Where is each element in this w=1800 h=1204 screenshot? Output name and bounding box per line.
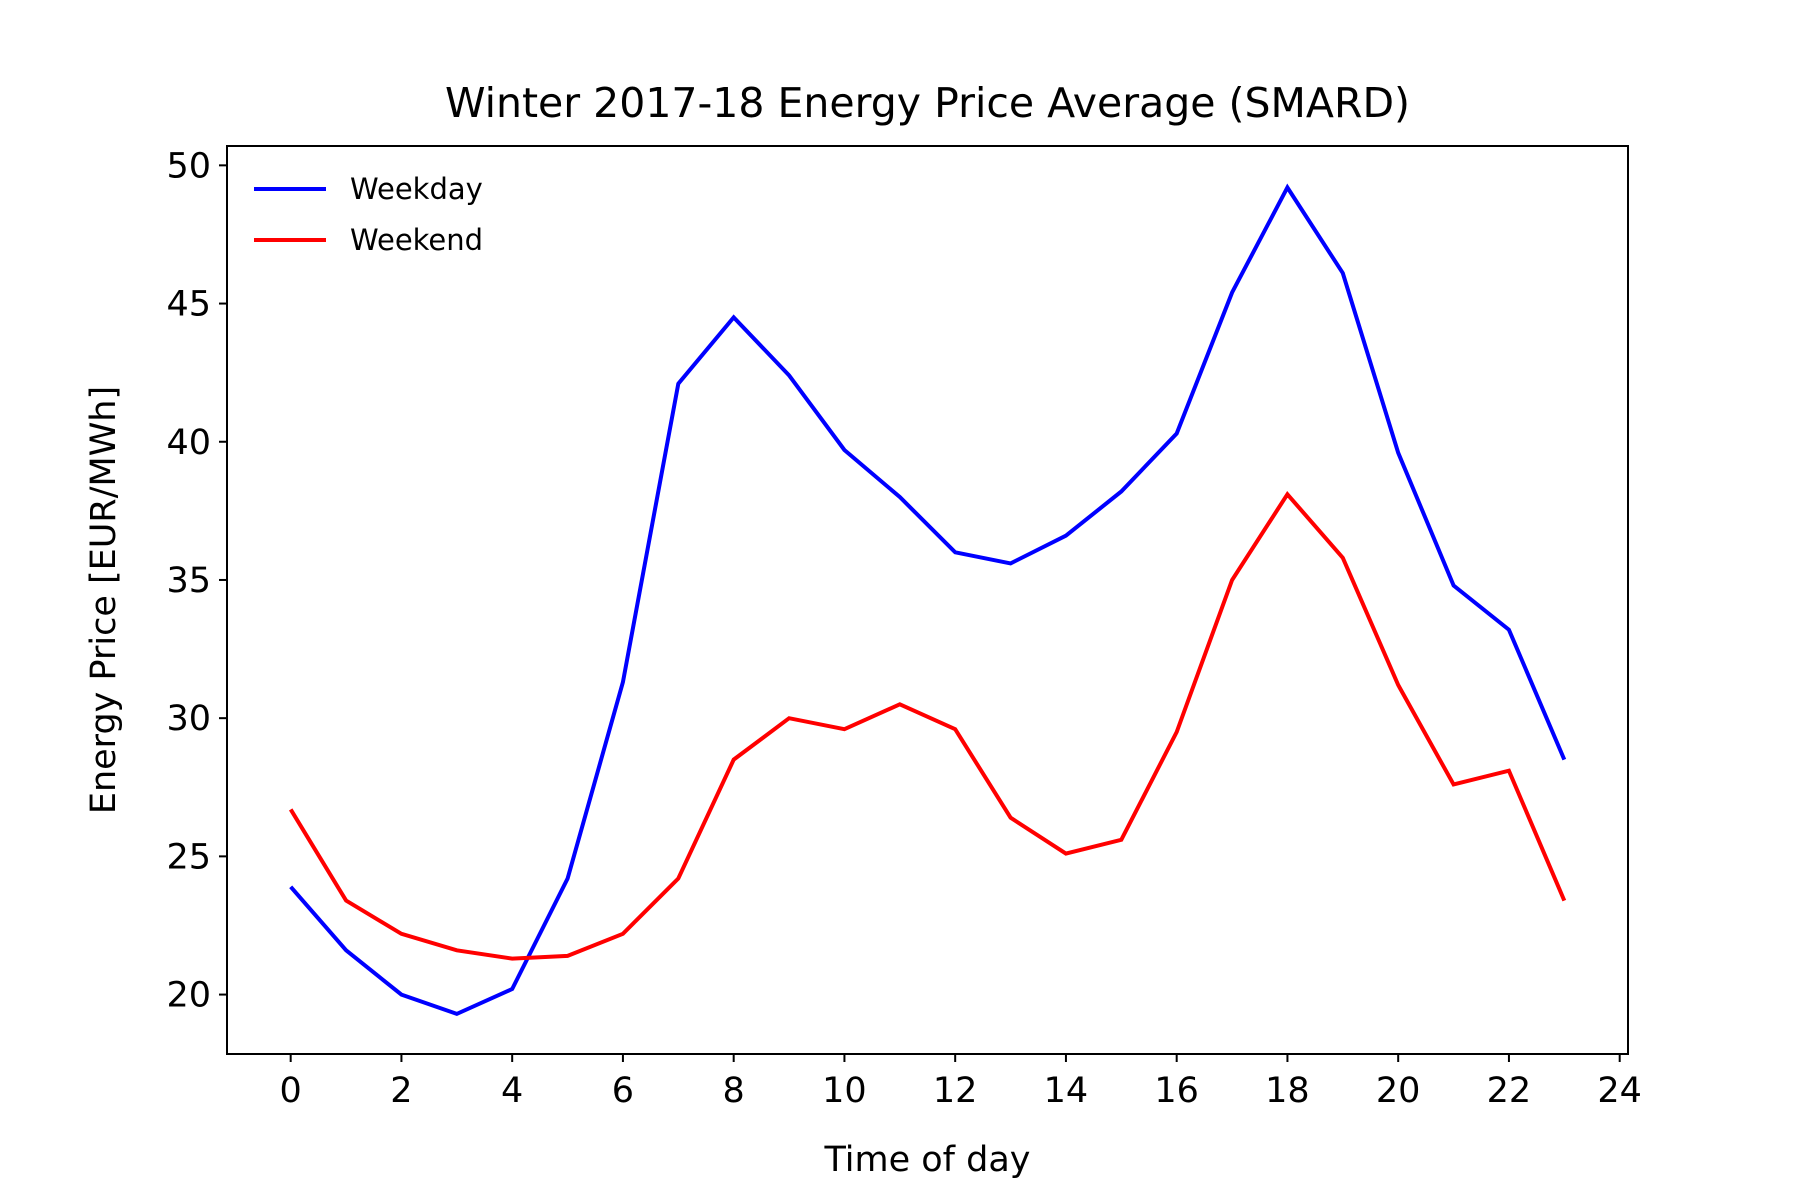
- x-tick-label: 6: [612, 1071, 634, 1111]
- y-axis-label: Energy Price [EUR/MWh]: [84, 386, 124, 814]
- plot-lines: [288, 183, 1567, 1017]
- x-tick-label: 0: [280, 1071, 302, 1111]
- x-tick-label: 16: [1154, 1071, 1199, 1111]
- legend: Weekday Weekend: [254, 172, 483, 257]
- x-tick-label: 10: [822, 1071, 867, 1111]
- y-tick-label: 20: [166, 976, 211, 1016]
- y-tick-label: 30: [166, 699, 211, 739]
- x-axis-ticks: 0 2 4 6 8 10 12 14 16 18 20 22 24: [280, 1054, 1642, 1111]
- x-tick-label: 22: [1487, 1071, 1532, 1111]
- chart-title: Winter 2017-18 Energy Price Average (SMA…: [445, 79, 1410, 127]
- series-line-weekend: [288, 490, 1567, 961]
- x-tick-label: 12: [933, 1071, 978, 1111]
- legend-label-weekday: Weekday: [350, 172, 483, 206]
- y-tick-label: 40: [166, 423, 211, 463]
- x-axis-label: Time of day: [823, 1140, 1030, 1180]
- x-tick-label: 4: [501, 1071, 523, 1111]
- y-tick-label: 25: [166, 837, 211, 877]
- series-line-weekday: [289, 183, 1567, 1017]
- x-tick-label: 18: [1265, 1071, 1310, 1111]
- x-tick-label: 2: [390, 1071, 412, 1111]
- plot-frame: [226, 145, 1629, 1055]
- y-axis-ticks: 20 25 30 35 40 45 50: [166, 146, 227, 1016]
- x-tick-label: 20: [1376, 1071, 1421, 1111]
- x-tick-label: 24: [1597, 1071, 1642, 1111]
- x-tick-label: 8: [723, 1071, 745, 1111]
- y-tick-label: 35: [166, 561, 211, 601]
- y-tick-label: 45: [166, 285, 211, 325]
- y-tick-label: 50: [166, 146, 211, 186]
- x-tick-label: 14: [1044, 1071, 1089, 1111]
- legend-label-weekend: Weekend: [350, 223, 483, 257]
